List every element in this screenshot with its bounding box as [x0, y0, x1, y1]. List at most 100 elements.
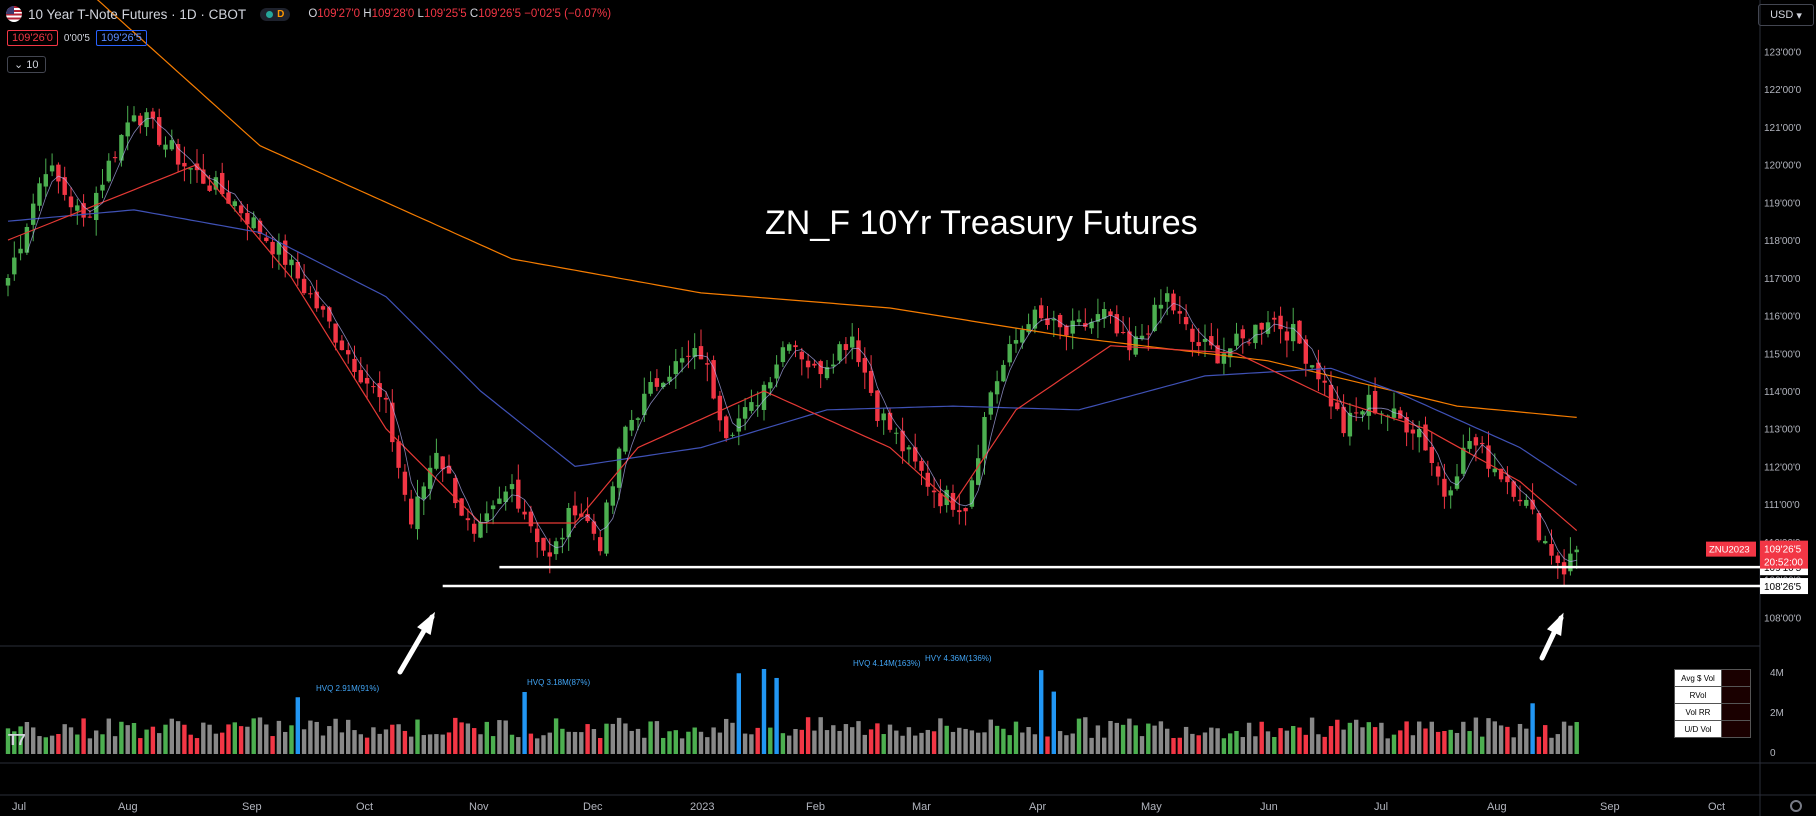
volume-bar [963, 728, 968, 754]
volume-bar [598, 737, 603, 754]
candle-body [56, 164, 61, 182]
volume-bar [938, 718, 943, 754]
volume-bar [850, 727, 855, 754]
candle-body [1429, 447, 1434, 463]
volume-bar [1309, 717, 1315, 754]
candle-body [1209, 336, 1214, 346]
candle-body [1303, 339, 1308, 364]
symbol-title[interactable]: 10 Year T-Note Futures · 1D · CBOT [28, 6, 247, 22]
gear-icon[interactable] [1790, 800, 1802, 812]
candle-body [1448, 490, 1453, 496]
candle-body [346, 350, 351, 355]
volume-bar [579, 732, 584, 754]
bid-button[interactable]: 109'26'0 [7, 30, 58, 46]
low-value: 109'25'5 [423, 8, 467, 20]
volume-bar [1057, 731, 1063, 754]
candle-body [698, 346, 704, 360]
volume-bar [238, 726, 244, 754]
candle-body [648, 382, 653, 394]
volume-bar [1190, 733, 1195, 754]
volume-bar [1492, 721, 1497, 754]
candle-body [1234, 333, 1239, 346]
candle-body [377, 383, 382, 398]
volume-bar [182, 724, 187, 754]
candle-body [163, 144, 168, 150]
volume-bar [1448, 729, 1453, 754]
candle-body [453, 478, 458, 504]
candle-body [1253, 324, 1258, 344]
candle-body [87, 216, 93, 218]
candle-body [1259, 322, 1264, 330]
candle-body [761, 384, 767, 410]
candle-body [856, 340, 861, 363]
volume-bar [62, 724, 67, 754]
volume-bar [5, 728, 11, 754]
volume-bar [24, 721, 30, 754]
candle-body [157, 117, 162, 145]
volume-bar [1498, 725, 1504, 754]
candle-body [333, 323, 338, 343]
candle-body [812, 363, 817, 366]
candle-body [642, 393, 647, 416]
candle-body [887, 412, 893, 430]
indicator-collapse-button[interactable]: ⌄ 10 [7, 56, 46, 73]
candle-body [1114, 314, 1119, 334]
currency-selector[interactable]: USD ▾ [1758, 4, 1814, 26]
candle-body [390, 402, 395, 443]
candle-body [1146, 333, 1151, 335]
candle-body [1196, 342, 1201, 347]
volume-bar [906, 727, 912, 754]
stats-label: RVol [1674, 686, 1722, 704]
candle-body [1341, 406, 1346, 434]
tradingview-logo-icon[interactable]: T7 [8, 732, 26, 749]
candle-body [925, 472, 930, 487]
candle-body [308, 293, 313, 295]
volume-bar [1240, 737, 1245, 754]
candle-body [547, 552, 552, 557]
candle-body [768, 382, 773, 389]
volume-bar [503, 720, 508, 754]
candle-body [1505, 476, 1510, 483]
volume-bar [1007, 735, 1012, 754]
volume-bar [818, 717, 823, 754]
volume-bar [1246, 722, 1252, 754]
volume-bar [390, 724, 395, 754]
volume-bar [125, 725, 130, 754]
indicator-count: 10 [26, 59, 39, 71]
volume-bar [1417, 721, 1422, 754]
volume-bar [988, 719, 993, 754]
time-axis-label: Aug [1487, 801, 1507, 813]
volume-bar [1127, 718, 1132, 754]
candle-body [1297, 320, 1302, 344]
volume-bar [144, 729, 149, 754]
candle-body [1316, 362, 1321, 380]
last-price-label: 109'26'5 [1764, 545, 1802, 556]
candle-body [1372, 390, 1378, 414]
volume-bar [1398, 730, 1403, 754]
candle-body [119, 134, 124, 161]
candle-body [686, 355, 691, 357]
volume-bar [1328, 726, 1334, 754]
candle-body [371, 386, 376, 388]
volume-bar [1146, 723, 1151, 754]
candle-body [950, 492, 956, 510]
volume-bar [1335, 719, 1340, 754]
candle-body [1139, 335, 1145, 339]
candle-body [1486, 445, 1491, 469]
candle-body [138, 115, 143, 126]
volume-bar [112, 736, 118, 754]
price-axis-label: 116'00'0 [1764, 312, 1801, 323]
candle-body [818, 361, 823, 375]
ask-button[interactable]: 109'26'5 [95, 30, 147, 46]
time-axis-label: Mar [912, 801, 931, 813]
time-axis-label: Apr [1029, 801, 1046, 813]
volume-bar [516, 737, 521, 754]
change-value: −0'02'5 (−0.07%) [524, 8, 612, 20]
volume-bar [1429, 721, 1434, 754]
volume-bar [913, 735, 918, 754]
volume-bar [371, 727, 376, 754]
volume-bar [138, 738, 143, 754]
candle-body [1265, 322, 1271, 334]
